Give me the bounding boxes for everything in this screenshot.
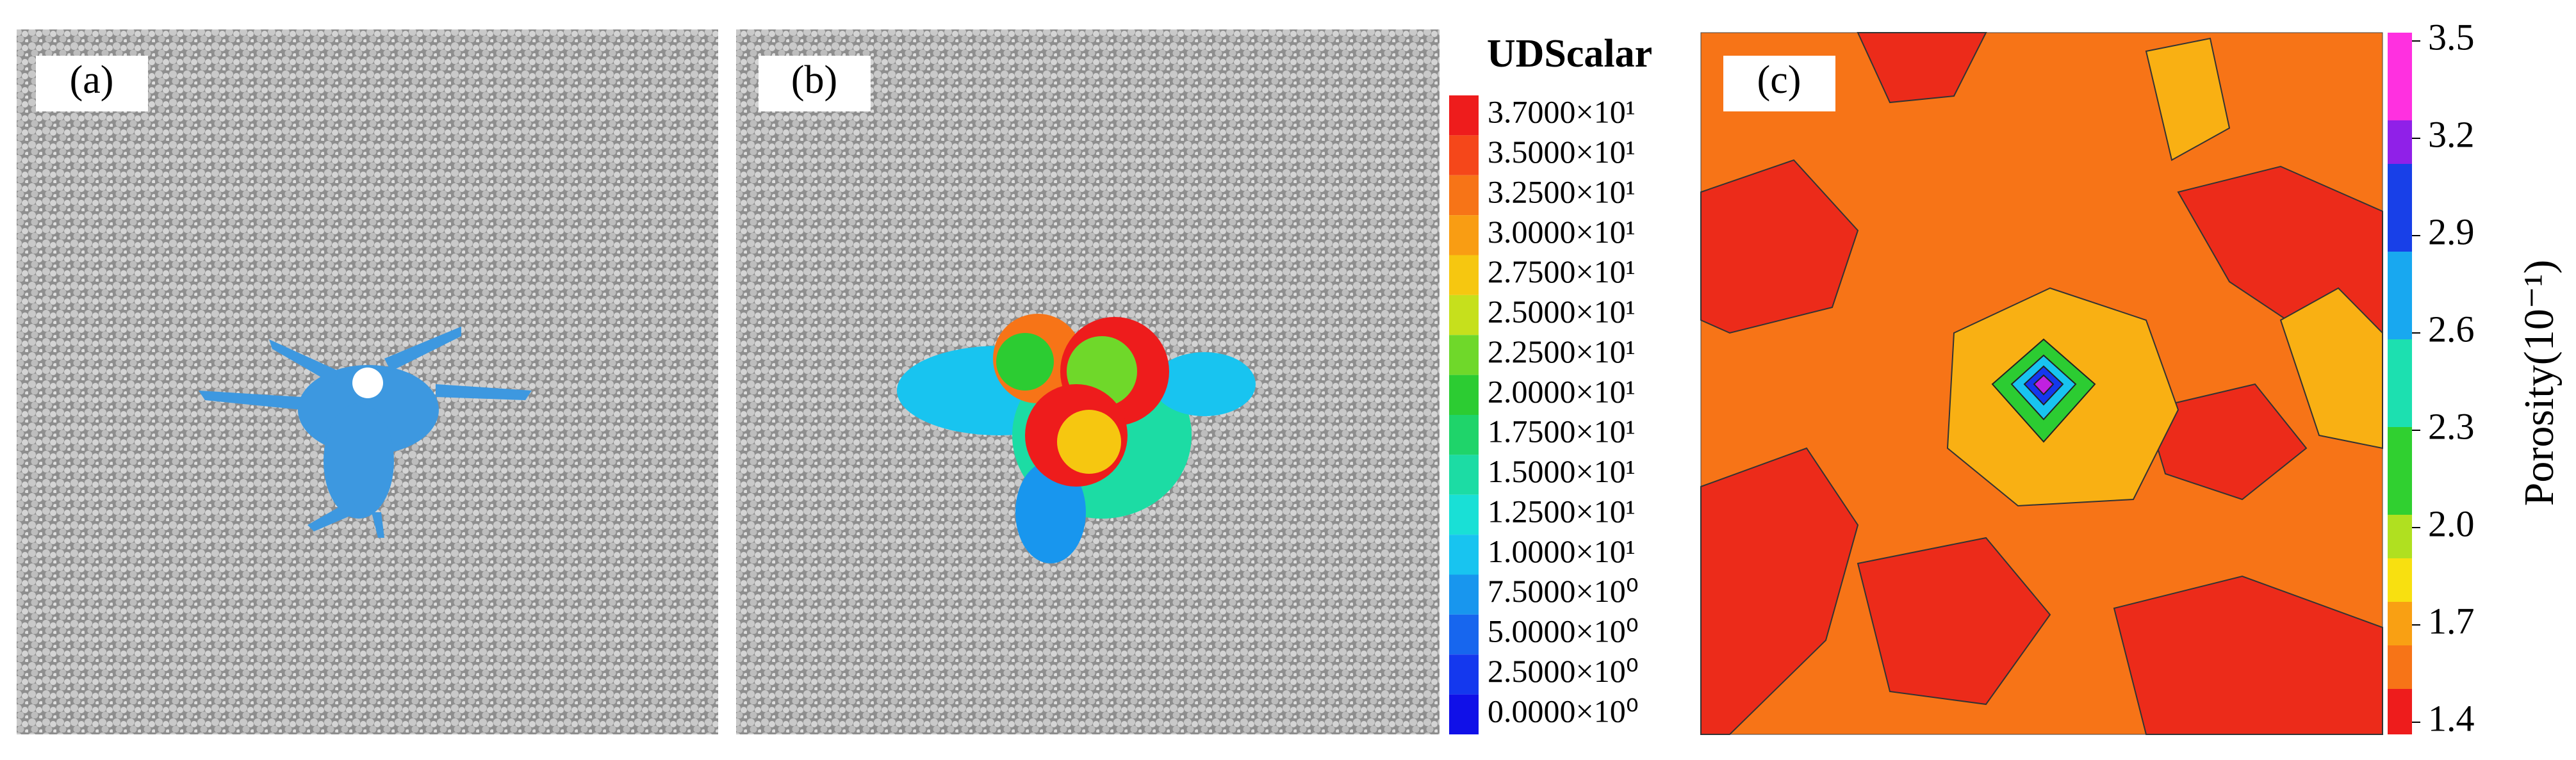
legend-label: 3.2500×10¹: [1488, 174, 1636, 209]
panel-label: (c): [1757, 58, 1801, 102]
colorbar-tick-label: 3.2: [2428, 113, 2475, 155]
legend-label: 7.5000×10⁰: [1488, 573, 1639, 609]
legend-swatch: [1449, 215, 1479, 255]
panel-c: (c): [1700, 32, 2383, 735]
legend-swatch: [1449, 375, 1479, 415]
legend-label: 2.0000×10¹: [1488, 373, 1636, 409]
borehole: [352, 368, 383, 398]
colorbar-tick-label: 2.9: [2428, 211, 2475, 252]
legend-swatch: [1449, 535, 1479, 575]
legend-swatch: [1449, 135, 1479, 175]
legend-swatch: [1449, 614, 1479, 655]
legend-label: 3.7000×10¹: [1488, 94, 1636, 130]
udscalar-legend: UDScalar: [1487, 32, 1652, 76]
legend-label: 2.7500×10¹: [1488, 254, 1636, 289]
legend-label: 1.2500×10¹: [1488, 493, 1636, 529]
panel-label-box: [36, 56, 148, 111]
colorbar-tick-label: 2.0: [2428, 503, 2475, 544]
colorbar-tick-label: 1.7: [2428, 600, 2475, 642]
legend-label: 1.7500×10¹: [1488, 414, 1636, 449]
legend-label: 1.0000×10¹: [1488, 533, 1636, 569]
panel-label: (b): [791, 58, 837, 102]
panel-a: (a): [17, 29, 718, 734]
legend-label: 2.5000×10⁰: [1488, 653, 1639, 689]
legend-label: 3.0000×10¹: [1488, 214, 1636, 250]
legend-swatch: [1449, 494, 1479, 535]
colorbar-tick-label: 1.4: [2428, 697, 2475, 739]
porosity-colorbar: Porosity(10⁻¹): [2388, 33, 2563, 734]
legend-title: UDScalar: [1487, 32, 1652, 76]
legend-label: 0.0000×10⁰: [1488, 693, 1639, 729]
legend-swatch: [1449, 335, 1479, 375]
legend-label: 1.5000×10¹: [1488, 453, 1636, 489]
legend-label: 3.5000×10¹: [1488, 134, 1636, 170]
legend-swatch: [1449, 175, 1479, 216]
legend-swatch: [1449, 95, 1479, 136]
legend-swatch: [1449, 295, 1479, 336]
legend-label: 2.2500×10¹: [1488, 334, 1636, 369]
stress-blobs: [897, 314, 1256, 563]
colorbar-title: Porosity(10⁻¹): [2516, 260, 2563, 506]
legend-label: 5.0000×10⁰: [1488, 613, 1639, 649]
legend-swatch: [1449, 255, 1479, 295]
legend-swatch: [1449, 415, 1479, 455]
colorbar-tick-label: 2.3: [2428, 405, 2475, 447]
panel-label-box: [759, 56, 871, 111]
panel-label: (a): [70, 58, 114, 102]
colorbar-tick-label: 2.6: [2428, 308, 2475, 350]
legend-swatch: [1449, 694, 1479, 734]
panel-label-box: [1723, 56, 1835, 111]
contour-high: [1700, 32, 2383, 735]
contour-core: [1991, 338, 2096, 443]
legend-swatch: [1449, 574, 1479, 615]
legend-label: 2.5000×10¹: [1488, 294, 1636, 330]
panel-b: (b): [736, 29, 1440, 734]
colorbar-tick-label: 3.5: [2428, 16, 2475, 58]
legend-swatch: [1449, 654, 1479, 695]
legend-swatch: [1449, 455, 1479, 495]
crack-cluster: [199, 327, 532, 538]
